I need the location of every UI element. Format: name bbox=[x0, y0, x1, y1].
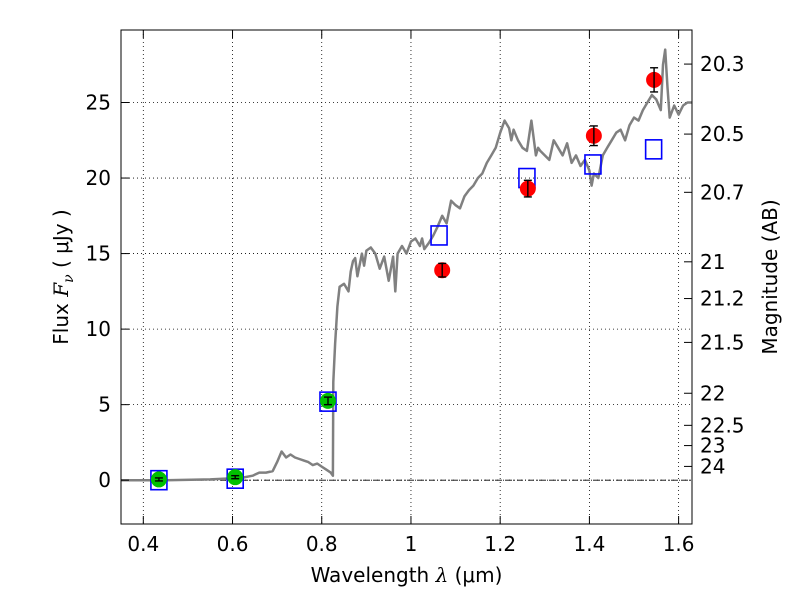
plot-area bbox=[121, 48, 692, 491]
model-photometry-square bbox=[644, 139, 663, 160]
x-tick-label: 0.4 bbox=[127, 532, 159, 556]
magnitude-tick-label: 20.3 bbox=[700, 52, 745, 76]
x-tick-label: 1.4 bbox=[573, 532, 605, 556]
x-tick-label: 0.6 bbox=[217, 532, 249, 556]
magnitude-tick-label: 23 bbox=[700, 434, 725, 458]
model-photometry-square bbox=[150, 469, 168, 491]
y-tick-label: 20 bbox=[86, 166, 111, 190]
axis-ticks: 0.4 0.6 0.8 1 1.2 1.4 1.6 0 5 10 15 20 25 20.3 20.5 20.… bbox=[86, 30, 745, 556]
model-photometry-square bbox=[319, 391, 337, 412]
magnitude-axis-label: Magnitude (AB) bbox=[758, 199, 782, 354]
y-axis-label: Flux Fν ( μJy ) bbox=[49, 209, 77, 344]
y-tick-label: 10 bbox=[86, 317, 111, 341]
magnitude-tick-label: 20.5 bbox=[700, 122, 745, 146]
magnitude-tick-label: 21 bbox=[700, 250, 725, 274]
magnitude-tick-label: 21.5 bbox=[700, 330, 745, 354]
y-tick-label: 15 bbox=[86, 242, 111, 266]
model-photometry-square bbox=[430, 225, 448, 246]
y-tick-label: 5 bbox=[98, 393, 111, 417]
x-tick-label: 1.2 bbox=[484, 532, 516, 556]
x-axis-label: Wavelength λ (μm) bbox=[311, 563, 503, 587]
x-tick-label: 1 bbox=[405, 532, 418, 556]
y-tick-label: 25 bbox=[86, 91, 111, 115]
axes-frame bbox=[120, 29, 693, 525]
magnitude-tick-label: 22.5 bbox=[700, 413, 745, 437]
model-photometry-square bbox=[584, 154, 602, 175]
x-tick-label: 1.6 bbox=[663, 532, 695, 556]
y-tick-label: 0 bbox=[98, 468, 111, 492]
magnitude-tick-label: 24 bbox=[700, 454, 725, 478]
model-spectrum-line bbox=[121, 48, 692, 482]
magnitude-tick-label: 20.7 bbox=[700, 180, 745, 204]
x-tick-label: 0.8 bbox=[306, 532, 338, 556]
magnitude-tick-label: 21.2 bbox=[700, 287, 745, 311]
magnitude-tick-label: 22 bbox=[700, 381, 725, 405]
gridlines bbox=[121, 30, 692, 524]
